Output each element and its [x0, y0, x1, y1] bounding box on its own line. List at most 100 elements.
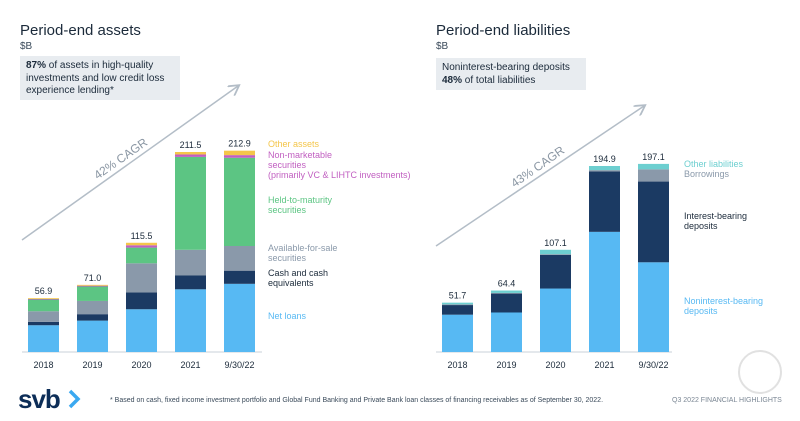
liabilities-category-label: 2019 [496, 360, 516, 370]
liabilities-bar-2020-noninterest-bearing-deposits [540, 288, 571, 352]
assets-legend-held-to-maturity-securities: Held-to-maturity securities [268, 195, 333, 215]
assets-bar-2019-non-marketable-securities-primarily-vc-lihtc-investments- [77, 285, 108, 287]
assets-bar-2019-other-assets [77, 284, 108, 286]
liabilities-legend-other-liabilities: Other liabilities [684, 159, 744, 169]
assets-unit: $B [20, 41, 33, 52]
liabilities-bars: 51.7 2018 64.4 2019 107.1 2020 194.9 2021 197.1 9… [442, 152, 669, 370]
assets-bar-2018-available-for-sale-securities [28, 311, 59, 322]
liabilities-bar-2021-other-liabilities [589, 166, 620, 171]
liabilities-total-label: 107.1 [544, 238, 567, 248]
assets-bar-2020-net-loans [126, 309, 157, 352]
assets-bar-9/30/22-available-for-sale-securities [224, 245, 255, 271]
assets-bar-2020-held-to-maturity-securities [126, 247, 157, 264]
assets-bar-2019-cash-and-cash-equivalents [77, 314, 108, 321]
assets-total-label: 115.5 [131, 231, 153, 241]
footnote: * Based on cash, fixed income investment… [110, 397, 604, 404]
liabilities-legend-borrowings: Borrowings [684, 169, 730, 179]
liabilities-bar-2018-other-liabilities [442, 302, 473, 305]
assets-bar-2018-cash-and-cash-equivalents [28, 321, 59, 326]
liabilities-bar-9/30/22-noninterest-bearing-deposits [638, 262, 669, 352]
liabilities-total-label: 64.4 [498, 279, 516, 289]
assets-cagr-label: 42% CAGR [91, 135, 150, 182]
watermark-seal [738, 350, 782, 394]
assets-bar-2020-non-marketable-securities-primarily-vc-lihtc-investments- [126, 245, 157, 248]
svb-chevron-icon [68, 389, 81, 409]
assets-bar-9/30/22-held-to-maturity-securities [224, 157, 255, 246]
assets-category-label: 2019 [82, 360, 102, 370]
liabilities-bar-2019-noninterest-bearing-deposits [491, 312, 522, 352]
assets-total-label: 71.0 [84, 273, 102, 283]
assets-bar-2021-available-for-sale-securities [175, 249, 206, 276]
liabilities-total-label: 51.7 [449, 291, 467, 301]
assets-bar-2020-available-for-sale-securities [126, 263, 157, 293]
assets-legend-net-loans: Net loans [268, 311, 307, 321]
assets-category-label: 9/30/22 [224, 360, 254, 370]
assets-callout: 87% of assets in high-quality investment… [20, 56, 180, 100]
liabilities-cagr-arrow [435, 106, 644, 247]
liabilities-bar-2018-interest-bearing-deposits [442, 304, 473, 315]
assets-bar-2019-held-to-maturity-securities [77, 286, 108, 301]
liabilities-category-label: 9/30/22 [638, 360, 668, 370]
liabilities-callout-line1: Noninterest-bearing deposits [442, 62, 570, 73]
assets-category-label: 2020 [131, 360, 151, 370]
liabilities-unit: $B [436, 41, 449, 52]
assets-bar-2021-other-assets [175, 152, 206, 155]
assets-bar-2020-other-assets [126, 242, 157, 246]
assets-cagr-arrow [21, 86, 238, 241]
liabilities-bar-2020-interest-bearing-deposits [540, 254, 571, 289]
assets-bar-9/30/22-net-loans [224, 283, 255, 352]
assets-bar-2021-cash-and-cash-equivalents [175, 275, 206, 290]
assets-bar-9/30/22-other-assets [224, 150, 255, 156]
liabilities-bar-2021-noninterest-bearing-deposits [589, 231, 620, 352]
liabilities-callout: Noninterest-bearing deposits 48% of tota… [436, 58, 586, 90]
page-reference: Q3 2022 FINANCIAL HIGHLIGHTS [672, 397, 782, 404]
liabilities-category-label: 2018 [447, 360, 467, 370]
assets-bar-2020-cash-and-cash-equivalents [126, 292, 157, 310]
assets-title: Period-end assets [20, 22, 141, 39]
assets-callout-text: of assets in high-quality investments an… [26, 60, 165, 96]
assets-bar-2018-held-to-maturity-securities [28, 299, 59, 312]
liabilities-bar-2018-borrowings [442, 304, 473, 306]
assets-total-label: 56.9 [35, 286, 53, 296]
assets-bar-9/30/22-cash-and-cash-equivalents [224, 270, 255, 284]
assets-callout-bold: 87% [26, 60, 47, 71]
assets-legend-non-marketable-securities-primarily-vc-lihtc-investments: Non-marketable securities (primarily VC & … [268, 150, 411, 180]
liabilities-bar-2018-noninterest-bearing-deposits [442, 314, 473, 352]
liabilities-total-label: 194.9 [593, 154, 616, 164]
liabilities-legend-interest-bearing-deposits: Interest-bearing deposits [684, 211, 747, 231]
assets-total-label: 211.5 [180, 140, 202, 150]
liabilities-category-label: 2020 [545, 360, 565, 370]
assets-total-label: 212.9 [228, 139, 251, 149]
liabilities-bar-2020-other-liabilities [540, 249, 571, 255]
assets-legend-available-for-sale-securities: Available-for-sale securities [268, 243, 337, 263]
liabilities-bar-2020-borrowings [540, 254, 571, 255]
liabilities-bar-9/30/22-borrowings [638, 169, 669, 182]
liabilities-category-label: 2021 [594, 360, 614, 370]
assets-bar-2021-held-to-maturity-securities [175, 156, 206, 250]
liabilities-bar-2021-interest-bearing-deposits [589, 171, 620, 232]
liabilities-bar-2019-borrowings [491, 292, 522, 294]
assets-bar-2018-non-marketable-securities-primarily-vc-lihtc-investments- [28, 298, 59, 300]
liabilities-bar-2019-other-liabilities [491, 290, 522, 293]
assets-category-label: 2021 [180, 360, 200, 370]
assets-bar-2021-net-loans [175, 289, 206, 352]
liabilities-title: Period-end liabilities [436, 22, 571, 39]
liabilities-cagr-label: 43% CAGR [508, 143, 567, 190]
liabilities-bar-9/30/22-interest-bearing-deposits [638, 181, 669, 263]
liabilities-legend-noninterest-bearing-deposits: Noninterest-bearing deposits [684, 296, 763, 316]
liabilities-bar-2019-interest-bearing-deposits [491, 293, 522, 313]
liabilities-total-label: 197.1 [642, 152, 665, 162]
assets-bar-2019-net-loans [77, 320, 108, 352]
assets-bar-2018-other-assets [28, 298, 59, 299]
liabilities-callout-text: of total liabilities [462, 74, 536, 86]
assets-bar-2018-net-loans [28, 325, 59, 352]
liabilities-bar-2021-borrowings [589, 170, 620, 172]
liabilities-callout-bold: 48% [442, 74, 463, 86]
svb-logo: svb [18, 384, 61, 414]
assets-legend-cash-and-cash-equivalents: Cash and cash equivalents [268, 268, 328, 288]
assets-bar-2021-non-marketable-securities-primarily-vc-lihtc-investments- [175, 154, 206, 157]
assets-bars: 56.9 2018 71.0 2019 115.5 2020 211.5 2021 212.9 9… [28, 139, 255, 370]
